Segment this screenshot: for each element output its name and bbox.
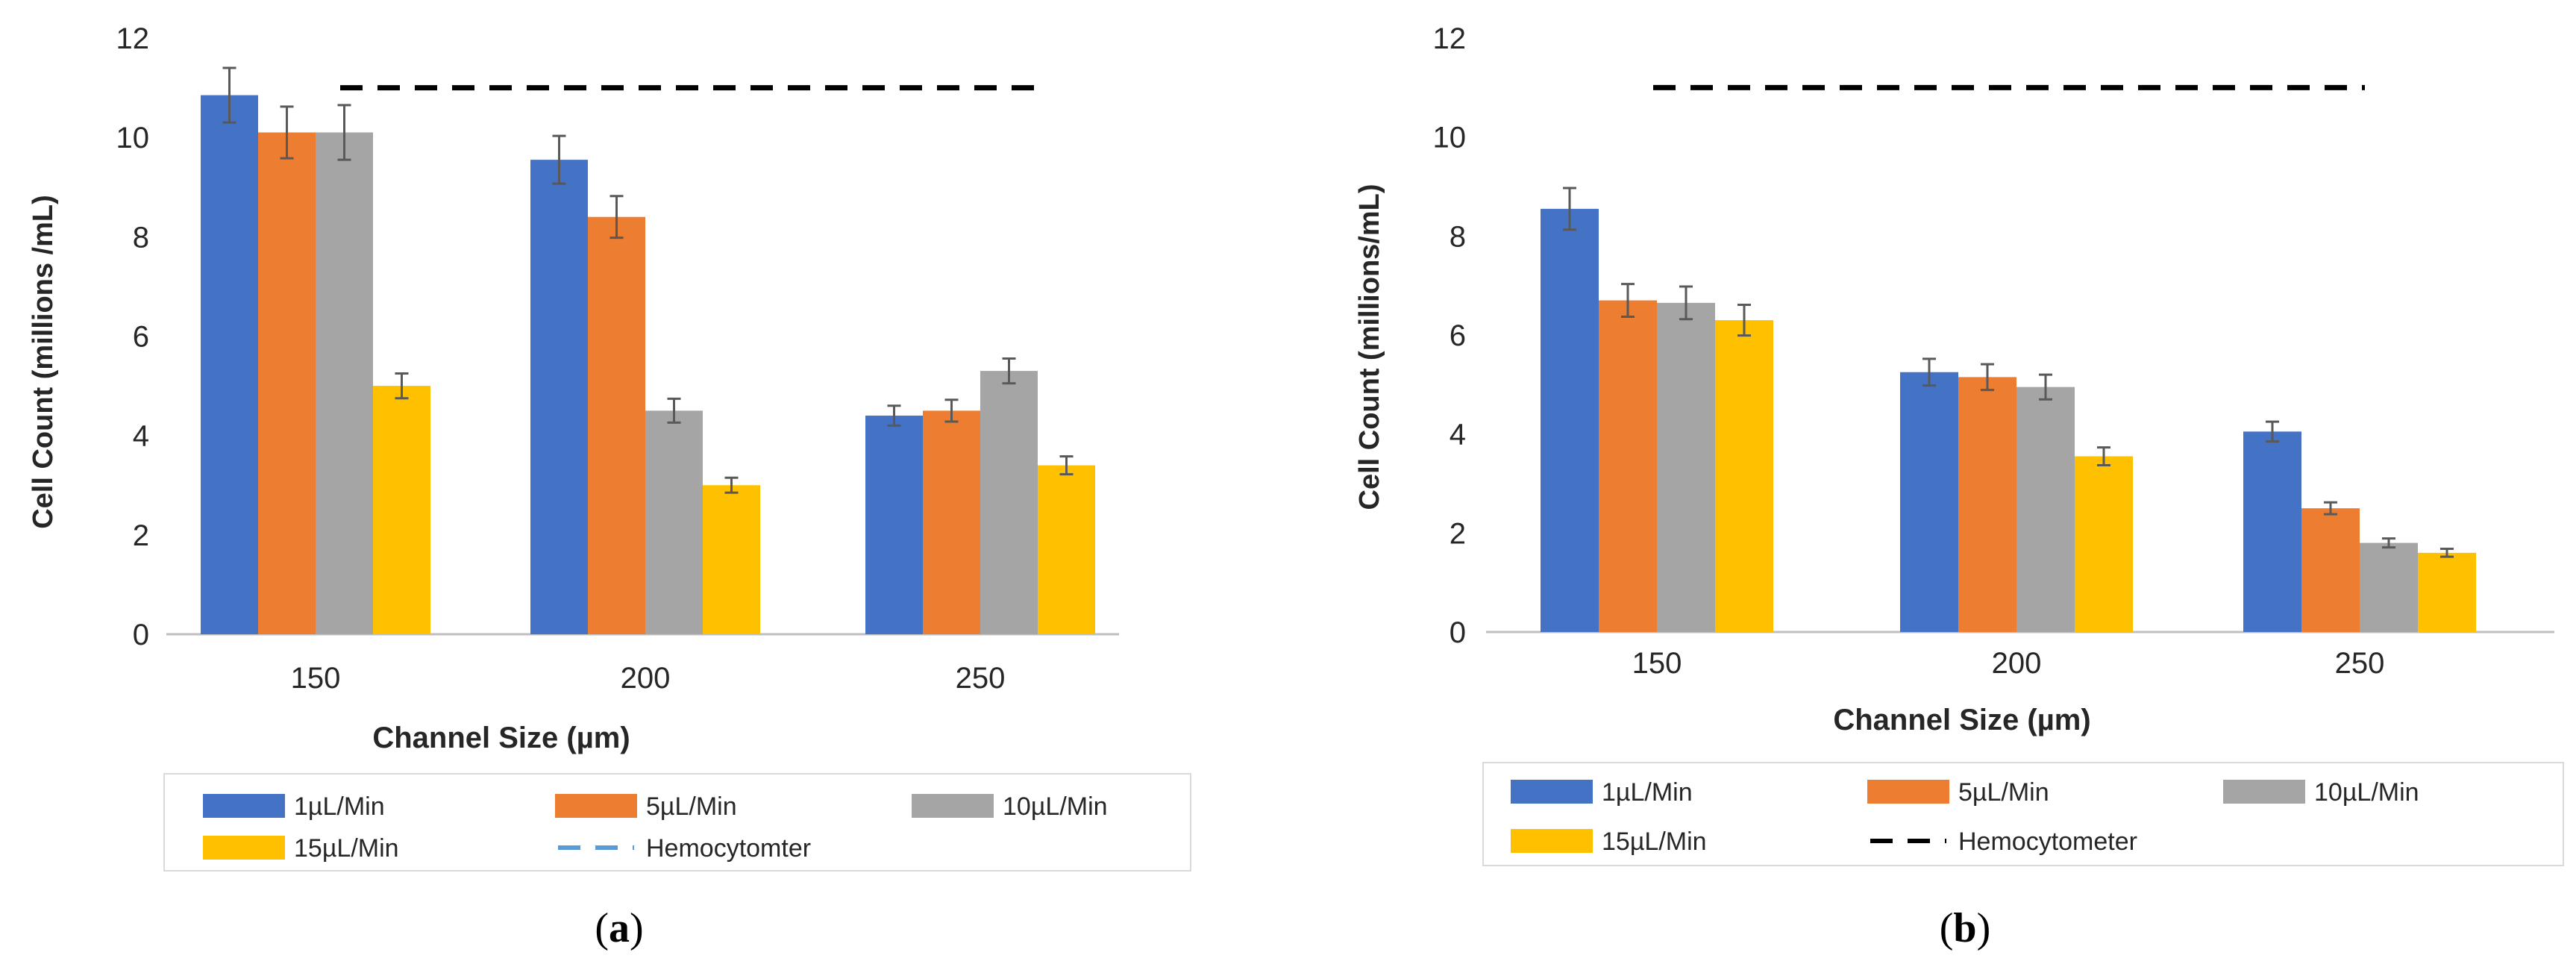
panel-a-bar (588, 216, 645, 634)
panel-a-legend-label: 5µL/Min (646, 792, 737, 821)
panel-b: Cell Count (millions/mL) Channel Size (µ… (1354, 22, 2564, 951)
panel-b-bar (1657, 302, 1715, 632)
panel-b-x-tick-label: 150 (1632, 647, 1682, 680)
panel-a-legend-swatch (203, 794, 285, 818)
panel-b-bar (2418, 552, 2476, 632)
panel-a-legend-swatch (203, 836, 285, 860)
panel-b-bar (2075, 456, 2133, 632)
panel-a-bar (316, 132, 373, 635)
panel-b-y-tick-label: 2 (1450, 517, 1466, 550)
panel-b-bar (1715, 320, 1773, 632)
panel-b-legend-label: 15µL/Min (1602, 827, 1707, 856)
panel-b-legend-label: 10µL/Min (2314, 778, 2419, 807)
panel-b-legend-label: 5µL/Min (1958, 778, 2049, 807)
panel-b-plot: 0 2 4 6 8 10 12 150 200 250 (1433, 22, 2554, 680)
panel-a-y-tick-label: 4 (133, 420, 149, 453)
panel-a-y-tick-label: 12 (116, 22, 150, 55)
panel-a-y-tick-label: 0 (133, 619, 149, 651)
panel-a-bar (258, 132, 316, 635)
panel-a-bar (703, 485, 760, 634)
panel-b-y-tick-label: 4 (1450, 419, 1466, 451)
panel-a-legend-label: 10µL/Min (1003, 792, 1108, 821)
panel-a-legend-swatch (912, 794, 994, 818)
panel-a-x-tick-label: 200 (621, 662, 671, 695)
panel-a-caption: (a) (595, 905, 643, 951)
panel-a-bar (865, 416, 923, 634)
panel-a-legend-label: 15µL/Min (294, 834, 399, 863)
panel-a-legend: 1µL/Min 5µL/Min 10µL/Min 15µL/Min Hemocytomt… (203, 792, 1108, 863)
panel-a-bar (645, 410, 703, 634)
panel-b-bar (2243, 431, 2301, 632)
panel-b-legend: 1µL/Min 5µL/Min 10µL/Min 15µL/Min Hemocytome… (1511, 778, 2419, 856)
panel-a-x-axis-label: Channel Size (µm) (372, 722, 630, 754)
panel-b-y-tick-label: 0 (1450, 616, 1466, 649)
panel-a: Cell Count (millions /mL) Channel Size (… (28, 22, 1191, 951)
panel-a-bar (530, 160, 588, 635)
panel-b-legend-swatch (2223, 780, 2305, 804)
panel-a-y-tick-label: 10 (116, 122, 150, 154)
panel-b-caption: (b) (1940, 905, 1990, 951)
panel-a-y-tick-label: 2 (133, 519, 149, 552)
panel-b-caption-letter: b (1953, 905, 1976, 951)
panel-b-y-tick-label: 12 (1433, 22, 1467, 55)
panel-a-x-tick-label: 250 (956, 662, 1006, 695)
panel-a-plot: 0 2 4 6 8 10 12 150 200 250 (116, 22, 1119, 695)
panel-b-y-tick-label: 8 (1450, 220, 1466, 253)
panel-b-bar (1599, 300, 1657, 632)
panel-b-bar (1900, 372, 1958, 632)
panel-b-x-tick-label: 250 (2335, 647, 2385, 680)
panel-a-caption-letter: a (609, 905, 630, 951)
panel-a-bar (1038, 465, 1095, 634)
panel-b-legend-box (1482, 762, 2564, 866)
panel-a-y-tick-label: 8 (133, 221, 149, 254)
panel-b-y-axis-label: Cell Count (millions/mL) (1354, 184, 1385, 510)
panel-a-legend-label: 1µL/Min (294, 792, 385, 821)
panel-a-legend-label: Hemocytomter (646, 834, 811, 863)
panel-a-legend-swatch (555, 794, 637, 818)
panel-a-bar (980, 371, 1038, 634)
panel-b-legend-label: Hemocytometer (1958, 827, 2137, 856)
panel-a-bar (201, 95, 258, 635)
panel-a-bar (923, 410, 980, 634)
panel-a-legend-box (163, 773, 1191, 872)
panel-b-legend-swatch (1511, 780, 1593, 804)
panel-b-x-tick-label: 200 (1992, 647, 2042, 680)
panel-a-bar (373, 386, 430, 634)
panel-b-legend-swatch (1511, 829, 1593, 853)
panel-a-y-axis-label: Cell Count (millions /mL) (28, 195, 59, 529)
panel-b-legend-label: 1µL/Min (1602, 778, 1693, 807)
panel-b-bar (1541, 208, 1599, 633)
panel-b-bar (2301, 508, 2360, 632)
panel-b-y-tick-label: 6 (1450, 319, 1466, 352)
panel-b-x-axis-label: Channel Size (µm) (1833, 704, 2090, 736)
panel-b-bar (2360, 542, 2418, 632)
panel-b-y-tick-label: 10 (1433, 122, 1467, 154)
panel-a-y-tick-label: 6 (133, 321, 149, 354)
panel-b-bar (1958, 377, 2016, 632)
panel-a-x-tick-label: 150 (291, 662, 341, 695)
panel-b-legend-swatch (1867, 780, 1949, 804)
panel-b-bar (2016, 387, 2075, 632)
